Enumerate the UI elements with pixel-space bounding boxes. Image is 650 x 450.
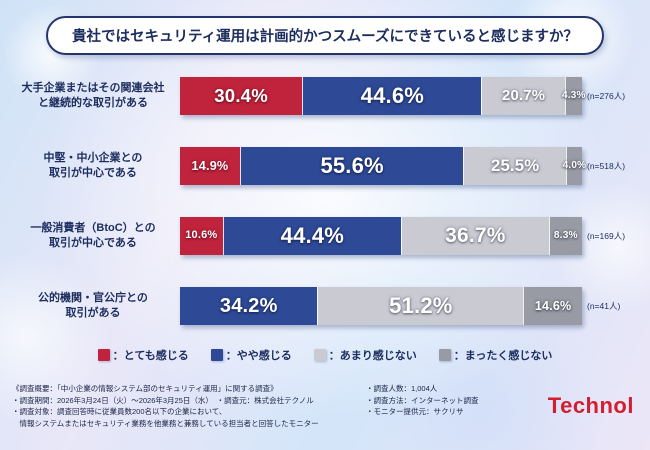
legend-label: ：まったく感じない (453, 350, 553, 362)
legend-swatch-icon (313, 349, 326, 361)
legend-swatch-icon (210, 349, 223, 361)
segment-value-label: 55.6% (320, 153, 384, 178)
legend-label: ：あまり感じない (328, 350, 417, 362)
survey-detail-left: ・調査期間：2026年3月24日（火）～2026年3月25日（水） ・調査元：株… (12, 395, 358, 430)
bar-segment: 44.4% (222, 217, 402, 255)
bar-segment: 8.3% (548, 217, 582, 255)
segment-value-label: 44.6% (360, 83, 425, 108)
survey-detail-line: ・調査対象：調査回答時に従業員数200名以下の企業において、 (12, 407, 227, 417)
survey-detail-line: ・モニター提供元：サクリサ (366, 407, 464, 417)
bar-segment: 55.6% (239, 147, 464, 185)
category-label: 一般消費者（BtoC）との 取引が中心である (30, 221, 156, 249)
survey-detail-line: ・調査期間：2026年3月24日（火）～2026年3月25日（水） ・調査元：株… (12, 395, 314, 405)
segment-value-label: 25.5% (490, 155, 540, 175)
segment-value-label: 34.2% (219, 295, 278, 317)
bar-segment: 25.5% (463, 147, 566, 185)
sample-size-label: (n=276人) (587, 91, 626, 101)
bar-segment: 34.2% (180, 287, 318, 325)
bar-segment: 36.7% (401, 217, 549, 255)
survey-detail-line: ・調査人数：1,004人 (366, 384, 438, 393)
survey-overview: 《調査概要：「中小企業の情報システム部のセキュリティ運用」に関する調査》 (12, 384, 278, 393)
legend-label: ：やや感じる (225, 350, 292, 362)
bar-segment: 20.7% (481, 77, 565, 115)
survey-detail-line: 情報システムまたはセキュリティ業務を他業務と兼務している担当者と回答したモニター (12, 418, 319, 428)
segment-value-label: 4.0% (562, 160, 587, 171)
segment-value-label: 36.7% (445, 223, 506, 247)
chart-title: 貴社ではセキュリティ運用は計画的かつスムーズにできていると感じますか？ (46, 16, 604, 55)
bar-row: 公的機関・官公庁との 取引がある 34.2% 51.2% 14.6% (n=41人) (12, 287, 638, 325)
segment-value-label: 8.3% (553, 229, 578, 241)
sample-size-label: (n=518人) (587, 161, 626, 171)
legend-swatch-icon (438, 349, 451, 361)
legend-item: ：やや感じる (210, 347, 292, 363)
chart-title-text: 貴社ではセキュリティ運用は計画的かつスムーズにできていると感じますか？ (72, 29, 578, 45)
segment-value-label: 14.9% (191, 158, 229, 173)
segment-value-label: 44.4% (280, 223, 345, 248)
legend-label: ：とても感じる (112, 350, 189, 362)
segment-value-label: 51.2% (389, 293, 453, 318)
stacked-bar: 34.2% 51.2% 14.6% (180, 287, 582, 325)
segment-value-label: 30.4% (214, 84, 268, 106)
bar-segment: 44.6% (302, 77, 482, 115)
bar-row: 中堅・中小企業との 取引が中心である 14.9% 55.6% 25.5% 4.0% (n=5… (12, 147, 638, 185)
bar-rows: 大手企業またはその関連会社 と継続的な取引がある 30.4% 44.6% 20.7% 4.… (12, 77, 638, 325)
stacked-bar-chart: 大手企業またはその関連会社 と継続的な取引がある 30.4% 44.6% 20.7% 4.… (10, 77, 640, 363)
legend-swatch-icon (97, 349, 110, 361)
technol-logo: Technol (547, 393, 634, 419)
sample-size-label: (n=169人) (587, 231, 626, 241)
survey-detail-line: ・調査方法：インターネット調査 (366, 395, 479, 405)
segment-value-label: 20.7% (502, 87, 546, 104)
stacked-bar: 30.4% 44.6% 20.7% 4.3% (180, 77, 585, 115)
bar-segment: 10.6% (180, 217, 223, 255)
segment-value-label: 14.6% (534, 298, 572, 313)
survey-footer-left: 《調査概要：「中小企業の情報システム部のセキュリティ運用」に関する調査》 ・調査… (12, 383, 358, 430)
stacked-bar: 14.9% 55.6% 25.5% 4.0% (180, 147, 586, 185)
bar-segment: 14.6% (523, 287, 582, 325)
bar-segment: 51.2% (317, 287, 524, 325)
survey-footer: 《調査概要：「中小企業の情報システム部のセキュリティ運用」に関する調査》 ・調査… (10, 383, 640, 430)
legend-item: ：とても感じる (97, 347, 189, 363)
legend-item: ：まったく感じない (438, 347, 553, 363)
category-label: 中堅・中小企業との 取引が中心である (43, 151, 143, 179)
bar-segment: 4.0% (563, 147, 586, 185)
category-label: 大手企業またはその関連会社 と継続的な取引がある (21, 81, 165, 109)
bar-segment: 30.4% (180, 77, 303, 115)
segment-value-label: 4.3% (562, 90, 586, 101)
legend: ：とても感じる ：やや感じる ：あまり感じない ：まったく感じない (12, 347, 638, 363)
bar-row: 大手企業またはその関連会社 と継続的な取引がある 30.4% 44.6% 20.7% 4.… (12, 77, 638, 115)
bar-segment: 14.9% (180, 147, 240, 185)
segment-value-label: 10.6% (185, 229, 218, 242)
bar-segment: 4.3% (562, 77, 585, 115)
bar-row: 一般消費者（BtoC）との 取引が中心である 10.6% 44.4% 36.7% 8.3%… (12, 217, 638, 255)
category-label: 公的機関・官公庁との 取引がある (38, 291, 148, 319)
survey-detail-right: ・調査人数：1,004人・調査方法：インターネット調査 ・モニター提供元：サクリサ (366, 383, 479, 418)
stacked-bar: 10.6% 44.4% 36.7% 8.3% (180, 217, 582, 255)
sample-size-label: (n=41人) (587, 301, 621, 311)
legend-item: ：あまり感じない (313, 347, 417, 363)
